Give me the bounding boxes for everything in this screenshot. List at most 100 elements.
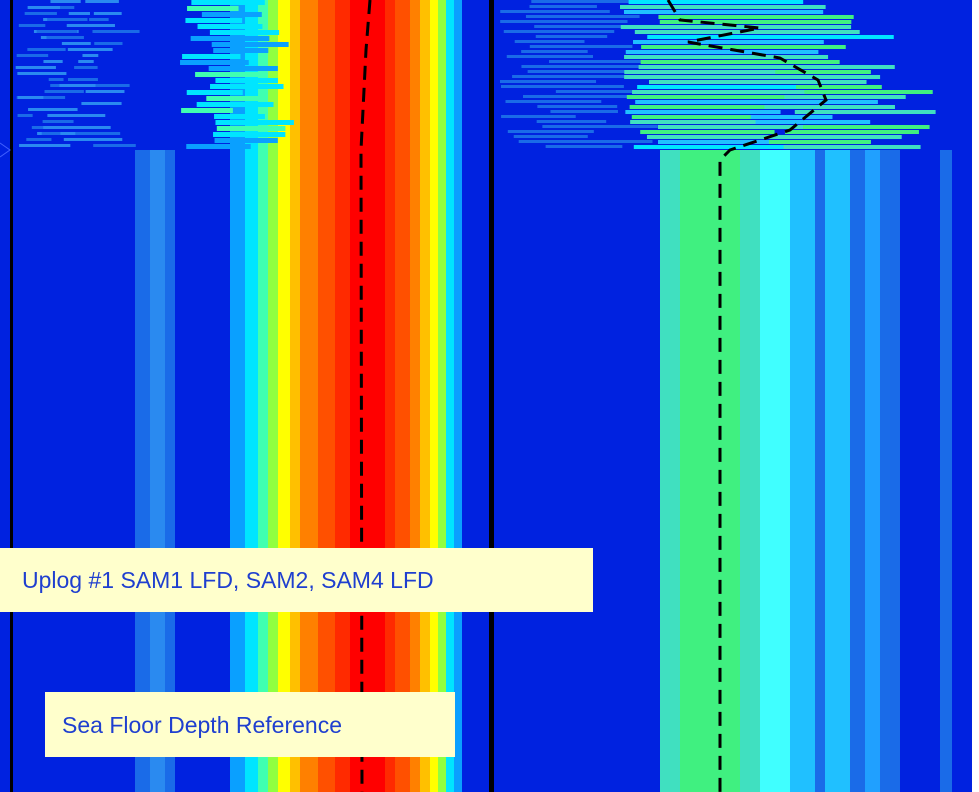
stripe — [430, 0, 438, 792]
noise — [625, 110, 781, 114]
noise — [628, 0, 804, 4]
noise — [784, 95, 906, 99]
noise — [536, 120, 607, 123]
noise — [54, 120, 74, 123]
noise — [41, 132, 66, 135]
noise — [626, 95, 794, 99]
right-panel — [494, 0, 972, 792]
noise — [67, 90, 84, 93]
noise — [527, 70, 657, 73]
stripe — [454, 0, 462, 792]
noise — [507, 130, 594, 133]
stripe — [940, 150, 952, 792]
noise — [94, 42, 123, 45]
noise — [500, 10, 610, 13]
noise — [89, 18, 109, 21]
marker-arrow — [0, 142, 11, 158]
noise — [47, 108, 78, 111]
noise — [512, 75, 631, 78]
noise — [28, 108, 58, 111]
noise — [550, 110, 618, 113]
noise — [625, 50, 819, 54]
noise — [783, 145, 921, 149]
noise — [67, 48, 113, 51]
reference-box — [45, 692, 455, 757]
stripe — [150, 150, 165, 792]
noise — [555, 90, 635, 93]
noise — [16, 54, 49, 57]
noise — [624, 55, 829, 59]
noise — [93, 12, 122, 15]
noise — [633, 40, 824, 44]
noise — [506, 55, 594, 58]
panel-divider — [489, 0, 494, 792]
noise — [196, 102, 274, 107]
stripe — [165, 150, 175, 792]
noise — [69, 78, 98, 81]
noise — [185, 18, 243, 23]
noise — [19, 144, 44, 147]
noise — [797, 135, 902, 139]
stripe — [438, 0, 446, 792]
depth-trace-right — [666, 0, 828, 792]
noise — [46, 36, 84, 39]
noise — [500, 20, 628, 23]
noise — [17, 72, 52, 75]
noise — [795, 75, 881, 79]
noise — [529, 5, 597, 8]
noise — [500, 80, 597, 83]
noise — [62, 126, 111, 129]
stripe — [258, 0, 268, 792]
stripe — [420, 0, 430, 792]
noise — [50, 84, 64, 87]
noise — [216, 126, 286, 131]
noise — [85, 90, 125, 93]
noise — [647, 35, 894, 39]
noise — [43, 60, 63, 63]
stripe — [446, 0, 454, 792]
noise — [641, 45, 846, 49]
noise — [201, 12, 262, 17]
caption-box — [0, 548, 593, 612]
stripe — [385, 0, 395, 792]
noise — [624, 70, 821, 74]
noise — [190, 36, 270, 41]
noise — [529, 45, 633, 48]
noise — [208, 66, 278, 71]
noise — [764, 105, 895, 109]
noise — [87, 102, 122, 105]
noise — [637, 85, 823, 89]
noise — [191, 0, 265, 5]
noise — [66, 24, 115, 27]
noise — [180, 60, 249, 65]
stripe — [790, 150, 815, 792]
noise — [513, 135, 588, 138]
noise — [215, 120, 294, 125]
noise — [802, 125, 930, 129]
noise — [549, 60, 646, 63]
stripe — [268, 0, 278, 792]
noise — [81, 102, 99, 105]
noise — [640, 60, 840, 64]
noise — [521, 50, 588, 53]
stripe — [410, 0, 420, 792]
noise — [750, 115, 833, 119]
stripe — [850, 150, 865, 792]
noise — [521, 65, 641, 68]
noise — [186, 90, 243, 95]
noise — [632, 90, 827, 94]
noise — [525, 15, 640, 18]
noise — [648, 80, 825, 84]
noise — [15, 66, 56, 69]
reference-label: Sea Floor Depth Reference — [62, 712, 342, 738]
noise — [213, 132, 286, 137]
noise — [92, 30, 140, 33]
stripe — [350, 0, 385, 792]
noise — [659, 20, 852, 24]
noise — [187, 6, 239, 11]
stripe — [825, 150, 850, 792]
noise — [17, 114, 33, 117]
noise — [50, 0, 81, 3]
noise — [82, 54, 99, 57]
